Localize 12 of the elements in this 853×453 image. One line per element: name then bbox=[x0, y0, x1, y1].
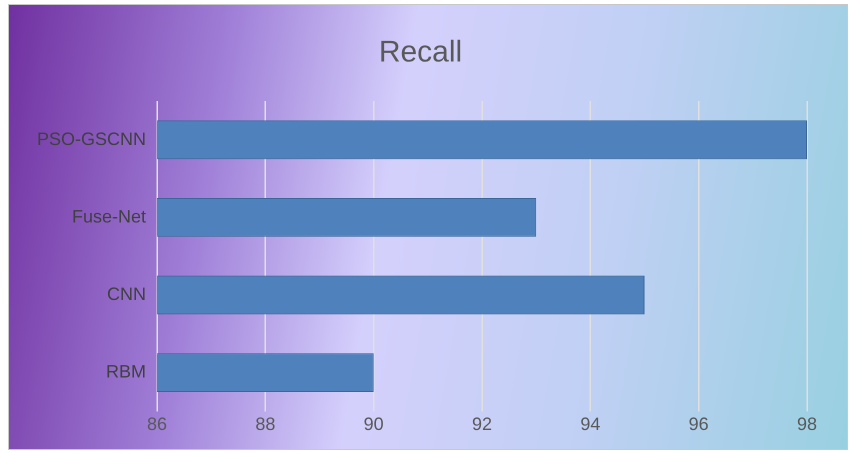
x-tick-label: 90 bbox=[364, 414, 384, 434]
chart-title: Recall bbox=[378, 35, 462, 68]
x-tick-label: 94 bbox=[580, 414, 600, 434]
y-tick-label: Fuse-Net bbox=[72, 206, 146, 226]
x-tick-label: 92 bbox=[472, 414, 492, 434]
x-tick-label: 86 bbox=[146, 414, 168, 434]
x-tick-label: 88 bbox=[255, 414, 276, 434]
y-tick-label: PSO-GSCNN bbox=[36, 128, 146, 149]
x-tick-label: 98 bbox=[796, 414, 818, 434]
y-tick-label: RBM bbox=[106, 362, 146, 382]
x-tick-label: 96 bbox=[688, 414, 709, 434]
y-tick-label: CNN bbox=[107, 284, 146, 304]
